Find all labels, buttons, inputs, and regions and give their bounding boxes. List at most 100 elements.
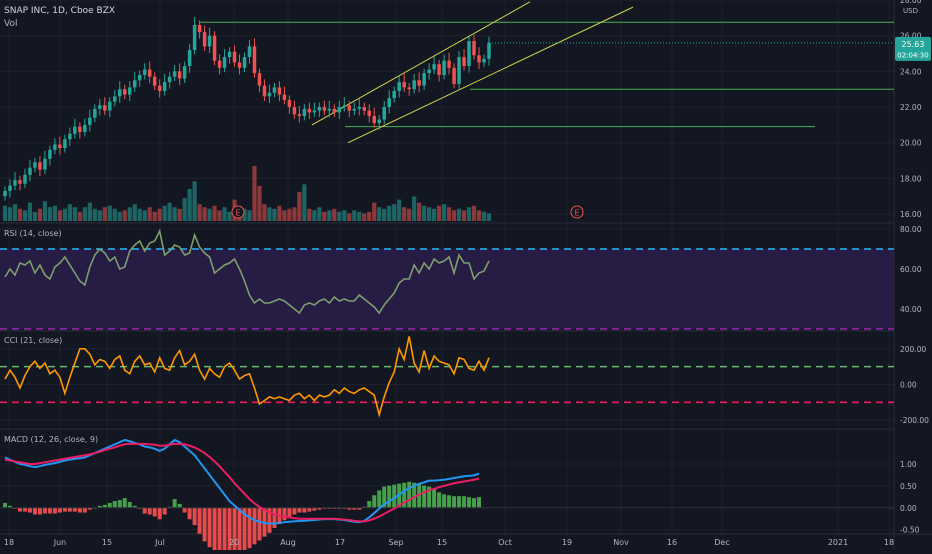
candle-body[interactable] bbox=[33, 162, 37, 168]
signal-line[interactable] bbox=[4, 442, 480, 523]
candle-body[interactable] bbox=[312, 110, 317, 113]
candle-body[interactable] bbox=[98, 105, 102, 109]
candle-body[interactable] bbox=[182, 66, 187, 79]
candle-body[interactable] bbox=[482, 58, 486, 63]
candle-body[interactable] bbox=[377, 119, 381, 124]
candle-body[interactable] bbox=[372, 115, 376, 124]
candle-body[interactable] bbox=[68, 133, 72, 140]
candle-body[interactable] bbox=[447, 60, 451, 68]
candle-body[interactable] bbox=[53, 144, 57, 150]
candle-body[interactable] bbox=[73, 126, 77, 134]
candle-body[interactable] bbox=[157, 85, 162, 91]
candle-body[interactable] bbox=[457, 57, 461, 84]
candle-body[interactable] bbox=[247, 46, 252, 58]
candle-body[interactable] bbox=[187, 49, 192, 67]
candle-body[interactable] bbox=[252, 46, 257, 74]
candle-body[interactable] bbox=[63, 139, 67, 149]
candle-body[interactable] bbox=[147, 69, 152, 77]
candle-body[interactable] bbox=[327, 108, 332, 111]
candle-body[interactable] bbox=[23, 174, 27, 184]
candle-body[interactable] bbox=[227, 51, 232, 58]
candle-body[interactable] bbox=[412, 80, 416, 90]
candle-body[interactable] bbox=[177, 71, 182, 79]
candle-body[interactable] bbox=[113, 96, 117, 102]
candle-body[interactable] bbox=[18, 180, 22, 184]
candle-body[interactable] bbox=[277, 87, 282, 95]
candle-body[interactable] bbox=[162, 82, 167, 91]
candle-body[interactable] bbox=[387, 98, 391, 108]
candle-body[interactable] bbox=[302, 108, 307, 116]
candle-body[interactable] bbox=[207, 35, 212, 47]
candle-body[interactable] bbox=[292, 107, 297, 115]
cci-pane[interactable] bbox=[0, 336, 894, 418]
candle-body[interactable] bbox=[8, 185, 12, 191]
time-axis[interactable]: 18 Jun 15 Jul 20 Aug 17 Sep 15 Oct 19 Nov 16 Dec 2021 1… bbox=[4, 538, 894, 547]
channel-upper-line[interactable] bbox=[311, 1, 531, 126]
candle-body[interactable] bbox=[242, 57, 247, 68]
candle-body[interactable] bbox=[397, 82, 401, 91]
macd-legend[interactable]: MACD (12, 26, close, 9) bbox=[4, 435, 98, 444]
candle-body[interactable] bbox=[132, 80, 137, 88]
candle-body[interactable] bbox=[142, 69, 147, 75]
candle-body[interactable] bbox=[118, 89, 122, 97]
candle-body[interactable] bbox=[262, 85, 267, 97]
candle-body[interactable] bbox=[437, 64, 441, 75]
candle-body[interactable] bbox=[192, 24, 197, 50]
channel-lower-line[interactable] bbox=[347, 6, 634, 144]
cci-line[interactable] bbox=[4, 336, 490, 418]
candle-body[interactable] bbox=[467, 41, 471, 67]
candle-body[interactable] bbox=[3, 190, 7, 197]
candle-body[interactable] bbox=[152, 76, 157, 86]
candle-body[interactable] bbox=[217, 60, 222, 68]
candle-body[interactable] bbox=[267, 92, 272, 97]
candle-body[interactable] bbox=[432, 64, 436, 70]
candle-body[interactable] bbox=[477, 55, 481, 63]
macd-line[interactable] bbox=[4, 438, 480, 525]
candle-body[interactable] bbox=[307, 108, 312, 113]
candle-body[interactable] bbox=[427, 69, 431, 74]
candle-body[interactable] bbox=[357, 107, 362, 109]
candle-body[interactable] bbox=[108, 101, 112, 111]
candle-body[interactable] bbox=[382, 107, 386, 120]
earnings-marker-oct[interactable]: E bbox=[570, 205, 584, 219]
candle-body[interactable] bbox=[407, 87, 411, 90]
candle-body[interactable] bbox=[392, 90, 396, 99]
rsi-line[interactable] bbox=[4, 228, 490, 315]
candle-body[interactable] bbox=[237, 62, 242, 68]
candle-body[interactable] bbox=[337, 107, 342, 113]
candle-body[interactable] bbox=[28, 167, 32, 175]
drawing-tools[interactable] bbox=[200, 1, 894, 144]
price-candles[interactable] bbox=[3, 16, 894, 201]
candle-body[interactable] bbox=[472, 41, 476, 56]
candle-body[interactable] bbox=[342, 105, 347, 108]
candle-body[interactable] bbox=[442, 60, 446, 75]
candle-body[interactable] bbox=[462, 57, 466, 67]
rsi-legend[interactable]: RSI (14, close) bbox=[4, 229, 62, 238]
candle-body[interactable] bbox=[43, 158, 47, 170]
candle-body[interactable] bbox=[127, 87, 132, 95]
candle-body[interactable] bbox=[137, 74, 142, 81]
candle-body[interactable] bbox=[123, 89, 127, 95]
symbol-title[interactable]: SNAP INC, 1D, Cboe BZX bbox=[4, 6, 115, 16]
candle-body[interactable] bbox=[297, 114, 302, 116]
candle-body[interactable] bbox=[83, 124, 87, 133]
earnings-marker-aug[interactable]: E bbox=[231, 205, 245, 219]
candle-body[interactable] bbox=[422, 73, 426, 86]
rsi-pane[interactable] bbox=[0, 228, 894, 330]
candle-body[interactable] bbox=[13, 180, 17, 186]
candle-body[interactable] bbox=[352, 108, 357, 111]
candle-body[interactable] bbox=[487, 42, 491, 59]
candle-body[interactable] bbox=[322, 107, 327, 111]
candle-body[interactable] bbox=[167, 76, 172, 83]
candle-body[interactable] bbox=[317, 107, 322, 111]
candle-body[interactable] bbox=[367, 110, 371, 116]
candle-body[interactable] bbox=[48, 149, 52, 159]
candle-body[interactable] bbox=[257, 73, 262, 86]
candle-body[interactable] bbox=[282, 94, 287, 100]
candle-body[interactable] bbox=[417, 80, 421, 86]
candle-body[interactable] bbox=[197, 24, 202, 33]
candle-body[interactable] bbox=[58, 144, 62, 149]
candle-body[interactable] bbox=[332, 108, 337, 113]
